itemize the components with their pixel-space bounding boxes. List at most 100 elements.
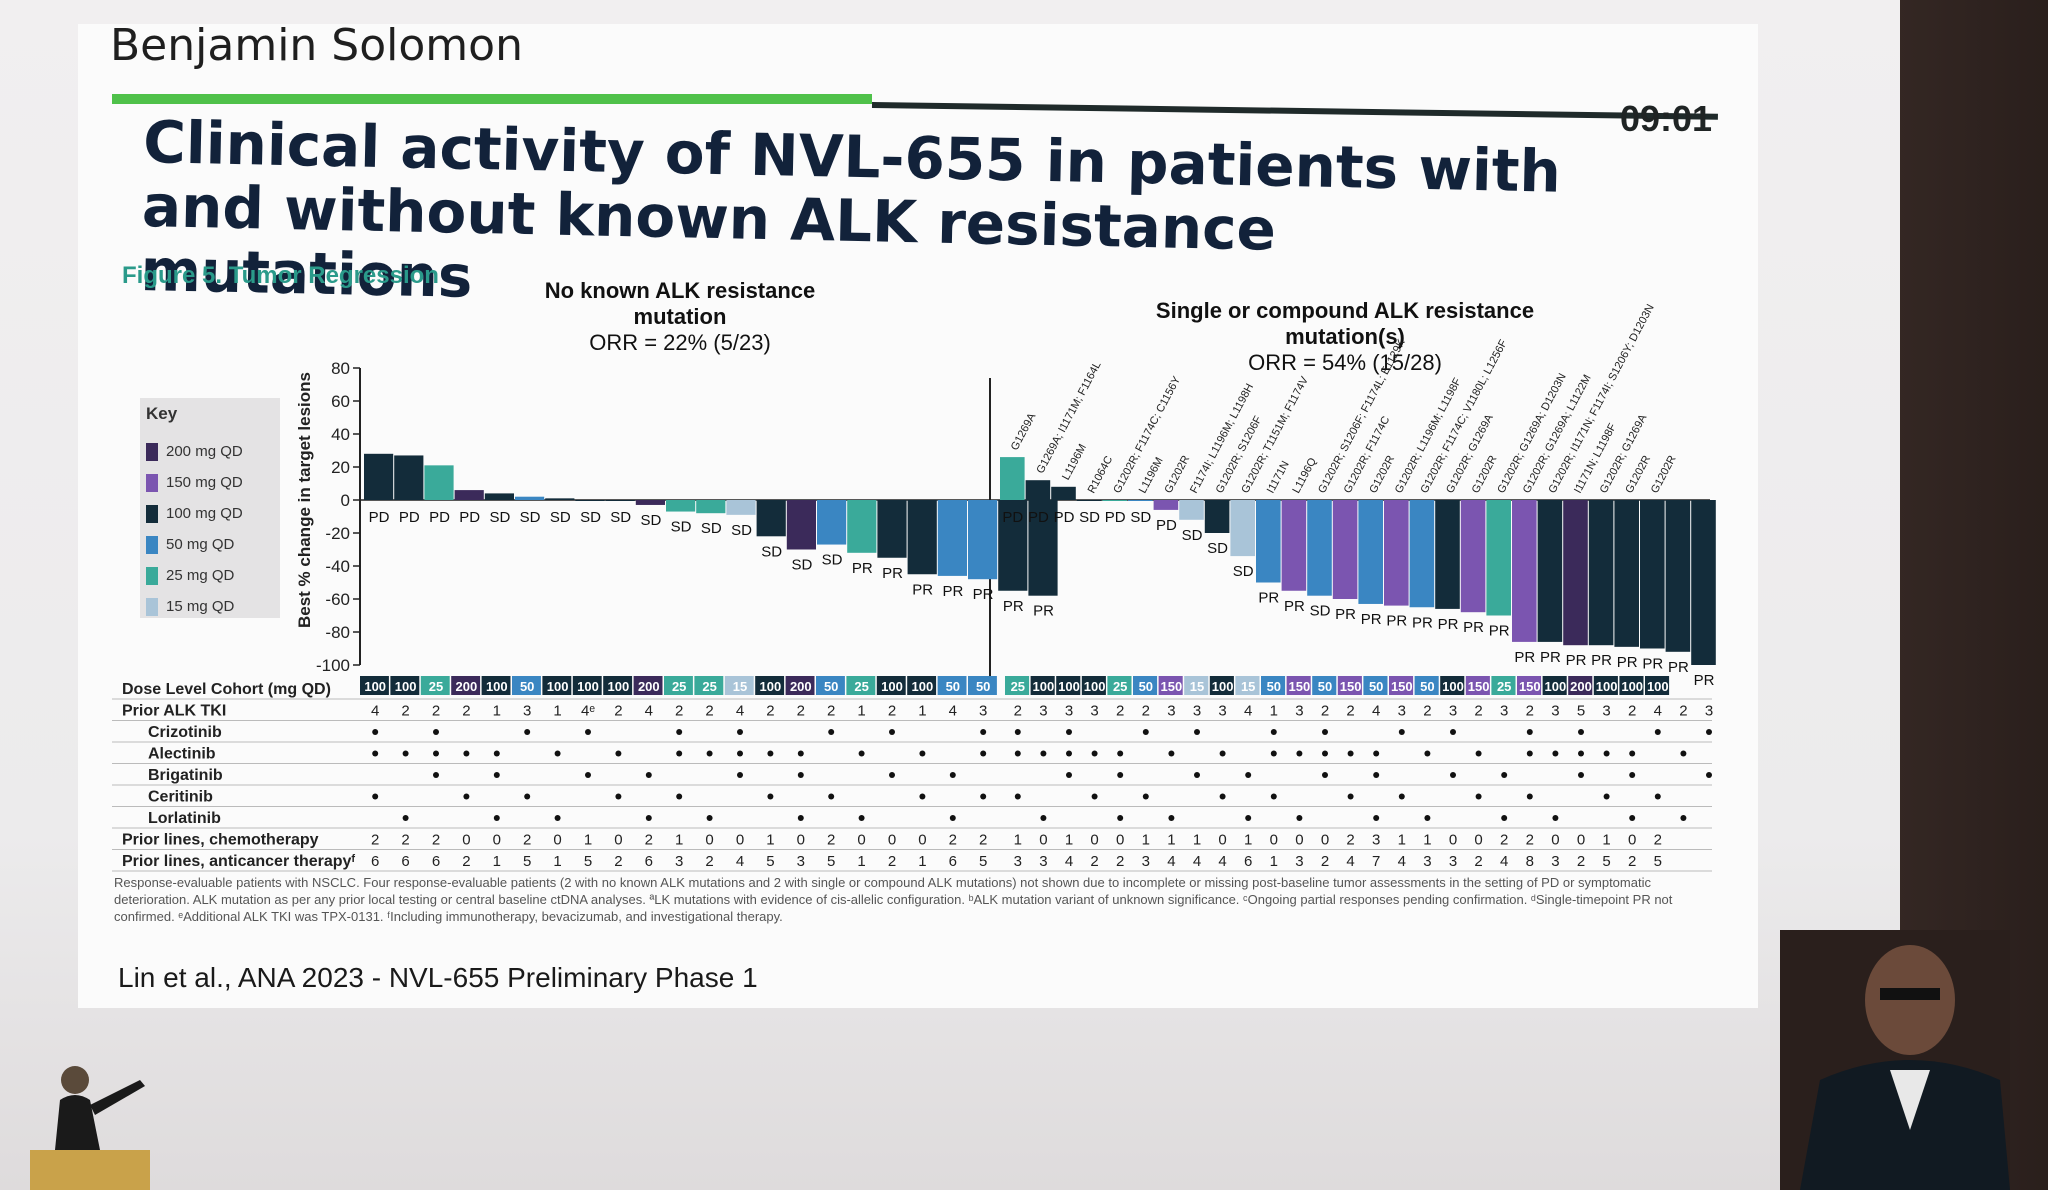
prior-tki-dot xyxy=(1501,772,1508,778)
table-cell: 2 xyxy=(705,853,713,870)
y-tick-label: 80 xyxy=(331,359,350,378)
response-label: PD xyxy=(1054,509,1075,526)
response-label: SD xyxy=(610,509,631,526)
table-cell: 6 xyxy=(949,853,957,870)
table-cell: 3 xyxy=(1218,703,1226,720)
table-cell: 2 xyxy=(827,703,835,720)
bar xyxy=(1307,500,1332,596)
bar xyxy=(817,500,847,545)
table-cell: 3 xyxy=(1193,703,1201,720)
response-label: PR xyxy=(1463,619,1484,636)
bar xyxy=(1435,500,1460,609)
dose-cell xyxy=(451,676,481,695)
legend-item: 150 mg QD xyxy=(146,473,243,493)
table-cell: 2 xyxy=(1526,832,1534,849)
prior-tki-dot xyxy=(737,772,743,778)
response-label: SD xyxy=(580,509,601,526)
table-cell: 0 xyxy=(1551,832,1559,849)
dose-cell-label: 50 xyxy=(520,679,534,694)
prior-tki-dot xyxy=(1091,793,1098,800)
table-cell: 2 xyxy=(1500,832,1508,849)
dose-cell xyxy=(876,676,906,695)
prior-tki-dot xyxy=(1706,772,1712,778)
table-cell: 3 xyxy=(1551,853,1559,870)
prior-tki-dot xyxy=(1117,750,1124,757)
prior-tki-dot xyxy=(1066,750,1072,757)
response-label: SD xyxy=(1182,527,1203,544)
bar xyxy=(756,500,786,537)
prior-tki-dot xyxy=(797,772,804,778)
legend-label: 15 mg QD xyxy=(166,598,235,615)
prior-tki-dot xyxy=(767,793,774,800)
dose-cell xyxy=(1593,676,1618,695)
dose-cell-label: 50 xyxy=(946,679,960,694)
prior-tki-dot xyxy=(1475,750,1482,757)
table-cell: 1 xyxy=(1167,832,1175,849)
dose-cell-label: 200 xyxy=(1570,679,1592,694)
dose-cell xyxy=(1465,676,1490,695)
table-cell: 0 xyxy=(1116,832,1124,849)
bar xyxy=(1384,500,1409,606)
table-cell: 3 xyxy=(1602,703,1610,720)
prior-tki-dot xyxy=(1245,772,1252,778)
dose-cell xyxy=(1542,676,1567,695)
bar xyxy=(1563,500,1588,646)
dose-cell-label: 200 xyxy=(456,679,478,694)
prior-tki-dot xyxy=(858,750,865,757)
bar xyxy=(1153,500,1179,510)
prior-tki-dot xyxy=(858,815,865,821)
table-cell: 3 xyxy=(1014,853,1022,870)
table-row-label: Brigatinib xyxy=(148,767,223,784)
bar xyxy=(1665,500,1691,652)
dose-cell xyxy=(1235,676,1260,695)
table-cell: 2 xyxy=(1116,703,1124,720)
dose-cell-label: 100 xyxy=(1442,679,1464,694)
y-tick-label: -100 xyxy=(316,656,350,675)
response-label: PR xyxy=(1694,672,1715,689)
table-cell: 0 xyxy=(1270,832,1278,849)
table-cell: 5 xyxy=(584,853,592,870)
dose-cell-label: 100 xyxy=(912,679,934,694)
table-cell: 7 xyxy=(1372,853,1380,870)
response-label: PR xyxy=(1438,616,1459,633)
prior-tki-dot xyxy=(1706,729,1712,735)
prior-tki-dot xyxy=(493,815,500,821)
y-axis-label: Best % change in target lesions xyxy=(295,372,314,628)
prior-tki-dot xyxy=(1091,750,1098,757)
bar xyxy=(1000,457,1025,500)
group-right-label: Single or compound ALK resistance mutati… xyxy=(1155,298,1535,349)
bar xyxy=(1051,486,1076,500)
response-label: PR xyxy=(1642,656,1663,673)
y-tick-label: -60 xyxy=(325,590,350,609)
table-cell: 1 xyxy=(675,832,683,849)
dose-cell-label: 100 xyxy=(1545,679,1567,694)
response-label: SD xyxy=(671,519,692,536)
response-label: PR xyxy=(1033,603,1054,620)
table-cell: 3 xyxy=(1090,703,1098,720)
table-cell: 2 xyxy=(614,853,622,870)
response-label: SD xyxy=(761,543,782,560)
group-right-orr: ORR = 54% (15/28) xyxy=(1248,350,1442,375)
response-label: SD xyxy=(1310,603,1331,620)
prior-tki-dot xyxy=(493,750,500,757)
table-cell: 3 xyxy=(1372,832,1380,849)
table-cell: 1 xyxy=(1270,703,1278,720)
prior-tki-dot xyxy=(1398,729,1405,735)
bar xyxy=(1537,500,1563,642)
dose-cell xyxy=(1491,676,1516,695)
table-cell: 0 xyxy=(1449,832,1457,849)
dose-cell xyxy=(664,676,693,695)
prior-tki-dot xyxy=(1578,729,1584,735)
prior-tki-dot xyxy=(1680,750,1687,757)
legend-key: Key 200 mg QD 150 mg QD 100 mg QD 50 mg QD 2… xyxy=(140,398,280,618)
table-cell: 2 xyxy=(1090,853,1098,870)
table-cell: 3 xyxy=(1039,703,1047,720)
dose-cell-label: 50 xyxy=(1139,679,1153,694)
bar xyxy=(1332,500,1358,599)
mutation-label: L1196Q xyxy=(1290,456,1319,496)
y-tick-label: 0 xyxy=(341,491,350,510)
prior-tki-dot xyxy=(1270,750,1277,757)
prior-tki-dot xyxy=(1040,815,1047,821)
table-cell: 2 xyxy=(705,703,713,720)
dose-cell xyxy=(1517,676,1542,695)
